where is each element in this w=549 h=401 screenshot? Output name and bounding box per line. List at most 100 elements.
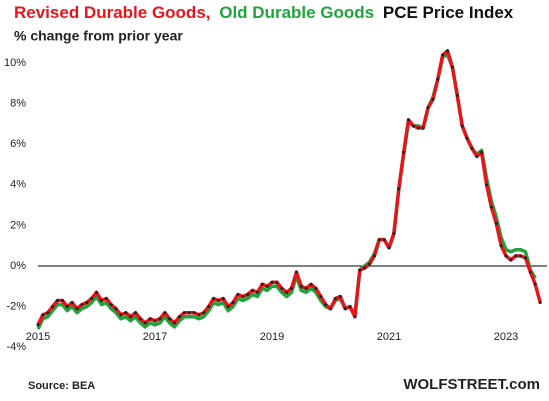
data-point bbox=[216, 299, 220, 303]
data-point bbox=[528, 270, 532, 274]
data-point bbox=[455, 93, 459, 97]
data-point bbox=[221, 297, 225, 301]
y-tick-label: 0% bbox=[10, 260, 26, 272]
data-point bbox=[65, 305, 69, 309]
data-point bbox=[533, 282, 537, 286]
data-point bbox=[475, 154, 479, 158]
data-point bbox=[265, 284, 269, 288]
data-point bbox=[90, 297, 94, 301]
data-point bbox=[441, 53, 445, 57]
data-point bbox=[85, 301, 89, 305]
chart-title: Revised Durable Goods, Old Durable Goods… bbox=[14, 3, 514, 22]
data-point bbox=[304, 286, 308, 290]
data-point bbox=[314, 286, 318, 290]
data-point bbox=[60, 299, 64, 303]
data-point bbox=[489, 205, 493, 209]
y-tick-label: -4% bbox=[6, 341, 26, 353]
data-point bbox=[348, 305, 352, 309]
data-point bbox=[187, 311, 191, 315]
data-point bbox=[55, 299, 59, 303]
data-point bbox=[426, 106, 430, 110]
data-point bbox=[275, 280, 279, 284]
data-point bbox=[172, 321, 176, 325]
data-point bbox=[446, 49, 450, 53]
data-point bbox=[392, 232, 396, 236]
data-point bbox=[236, 292, 240, 296]
data-point bbox=[285, 290, 289, 294]
source: Source: BEA bbox=[28, 380, 95, 392]
data-point bbox=[509, 258, 513, 262]
brand: WOLFSTREET.com bbox=[403, 376, 540, 393]
data-point bbox=[416, 126, 420, 130]
data-point bbox=[377, 238, 381, 242]
data-point bbox=[470, 146, 474, 150]
series-line bbox=[36, 53, 537, 330]
data-point bbox=[158, 317, 162, 321]
data-point bbox=[134, 311, 138, 315]
data-point bbox=[480, 150, 484, 154]
data-point bbox=[450, 65, 454, 69]
data-point bbox=[114, 307, 118, 311]
data-point bbox=[538, 301, 542, 305]
data-point bbox=[397, 187, 401, 191]
y-tick-label: 10% bbox=[4, 57, 26, 69]
data-point bbox=[519, 254, 523, 258]
data-point bbox=[363, 266, 367, 270]
data-point bbox=[153, 319, 157, 323]
data-point bbox=[163, 311, 167, 315]
data-point bbox=[460, 124, 464, 128]
data-point bbox=[524, 256, 528, 260]
data-point bbox=[226, 305, 230, 309]
data-point bbox=[207, 305, 211, 309]
y-tick-label: 6% bbox=[10, 138, 26, 150]
data-point bbox=[177, 315, 181, 319]
data-point bbox=[104, 297, 108, 301]
x-tick-label: 2017 bbox=[143, 331, 167, 343]
data-point bbox=[504, 254, 508, 258]
data-point bbox=[182, 311, 186, 315]
data-point bbox=[333, 297, 337, 301]
data-point bbox=[251, 288, 255, 292]
data-point bbox=[465, 136, 469, 140]
data-point bbox=[407, 118, 411, 122]
data-point bbox=[246, 292, 250, 296]
subtitle: % change from prior year bbox=[14, 28, 183, 44]
data-point bbox=[338, 294, 342, 298]
data-point bbox=[382, 238, 386, 242]
data-point bbox=[197, 313, 201, 317]
data-point bbox=[494, 221, 498, 225]
data-point bbox=[421, 126, 425, 130]
data-point bbox=[514, 254, 518, 258]
data-point bbox=[368, 262, 372, 266]
data-point bbox=[387, 246, 391, 250]
data-point bbox=[353, 315, 357, 319]
title-text: PCE Price Index bbox=[383, 3, 514, 22]
data-point bbox=[431, 98, 435, 102]
data-point bbox=[99, 299, 103, 303]
data-point bbox=[329, 307, 333, 311]
data-point bbox=[280, 286, 284, 290]
legend-entry: Old Durable Goods bbox=[219, 3, 374, 22]
data-point bbox=[241, 294, 245, 298]
y-tick-label: 2% bbox=[10, 219, 26, 231]
y-tick-label: 8% bbox=[10, 98, 26, 110]
x-tick-label: 2015 bbox=[26, 331, 50, 343]
data-point bbox=[202, 311, 206, 315]
data-point bbox=[41, 313, 45, 317]
data-point bbox=[192, 311, 196, 315]
data-point bbox=[70, 301, 74, 305]
data-point bbox=[294, 270, 298, 274]
x-tick-label: 2019 bbox=[260, 331, 284, 343]
data-point bbox=[309, 282, 313, 286]
data-point bbox=[411, 124, 415, 128]
data-point bbox=[255, 290, 259, 294]
data-point bbox=[129, 315, 133, 319]
data-point bbox=[324, 303, 328, 307]
y-tick-label: 4% bbox=[10, 179, 26, 191]
data-point bbox=[319, 294, 323, 298]
y-tick-label: -2% bbox=[6, 301, 26, 313]
data-point bbox=[499, 244, 503, 248]
x-tick-label: 2021 bbox=[377, 331, 401, 343]
x-tick-label: 2023 bbox=[494, 331, 518, 343]
